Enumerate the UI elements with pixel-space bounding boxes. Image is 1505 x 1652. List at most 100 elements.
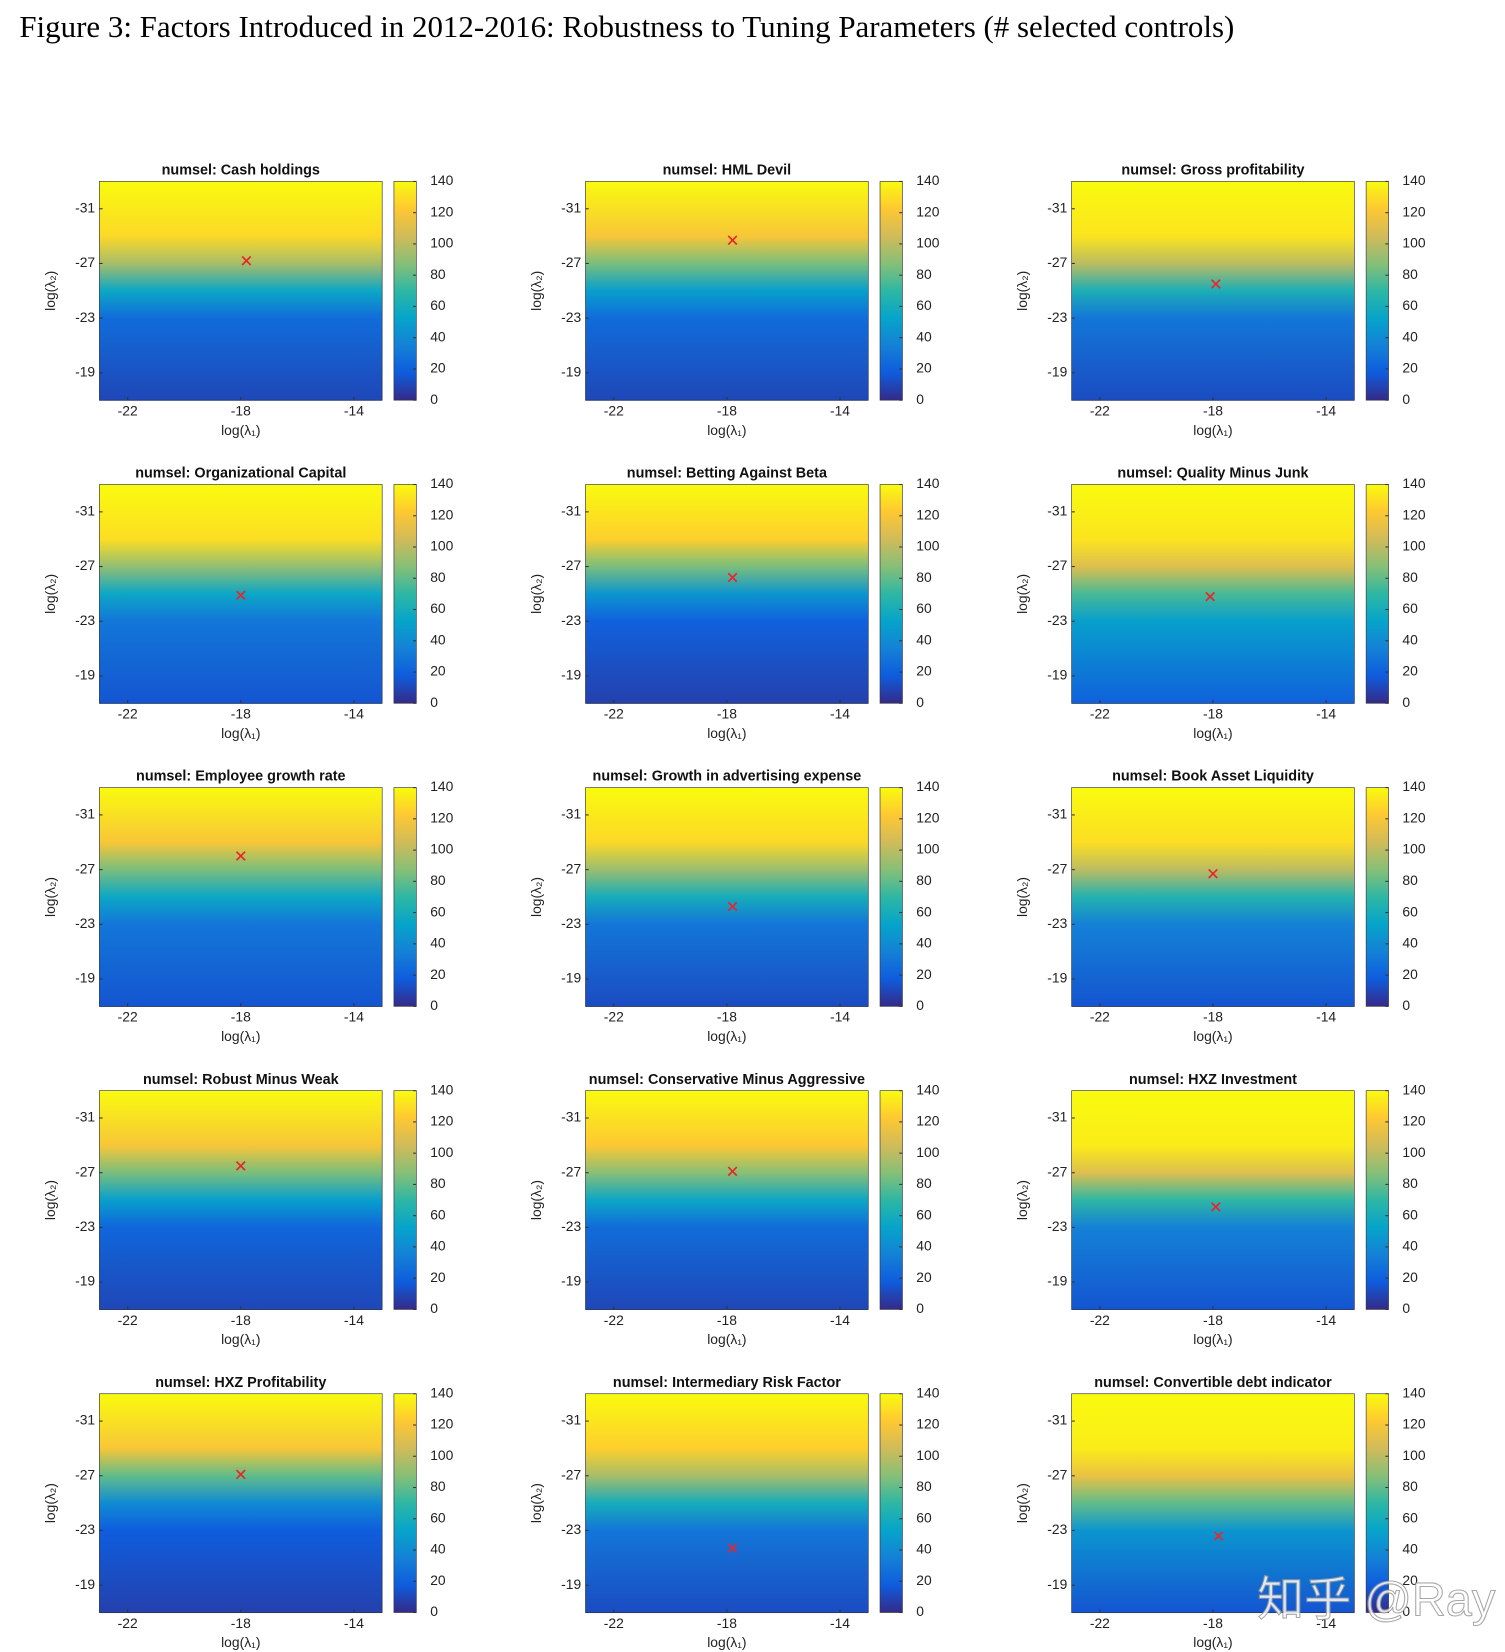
y-tick-label: -27 [1047,1466,1067,1482]
y-tick-label: -27 [561,557,581,573]
heatmap-band [1071,1475,1355,1504]
heatmap-band [99,1090,383,1146]
colorbar-tick-label: 80 [430,569,446,585]
heatmap-band [1071,236,1355,264]
heatmap-band [1071,181,1355,237]
heatmap-band [99,1530,383,1614]
heatmap-band [1071,593,1355,622]
colorbar-tick-label: 60 [1402,1509,1418,1525]
colorbar-tick-label: 80 [1402,872,1418,888]
panel: numsel: Gross profitability -22 -18 -14 -31 -… [1014,163,1426,438]
colorbar-tick-label: 0 [1402,997,1410,1013]
y-axis-label: log(λ₂) [528,877,544,917]
heatmap-band [585,1172,869,1201]
colorbar-tick-label: 0 [430,391,438,407]
panel-title: numsel: Robust Minus Weak [143,1072,340,1088]
panel: numsel: Cash holdings -22 -18 -14 -31 -27 -23 -… [42,163,454,438]
y-tick-label: -31 [75,806,95,822]
x-tick-label: -22 [1090,403,1110,419]
panel: numsel: HML Devil -22 -18 -14 -31 -27 -23 -19 lo… [528,163,940,438]
heatmap-band [99,621,383,704]
y-tick-label: -19 [1047,667,1067,683]
colorbar-tick-label: 100 [916,538,939,554]
y-axis-label: log(λ₂) [528,1483,544,1523]
x-axis-label: log(λ₁) [707,725,746,741]
colorbar [393,484,417,704]
y-tick-label: -23 [561,1521,581,1537]
colorbar-tick-label: 40 [916,1541,932,1557]
heatmap-band [99,539,383,568]
colorbar-tick-label: 60 [1402,600,1418,616]
best-marker [235,1160,246,1171]
best-marker [1208,868,1218,879]
best-marker [235,1469,246,1480]
y-tick-label: -31 [561,503,581,519]
colorbar-tick-label: 0 [430,694,438,710]
y-tick-label: -27 [561,254,581,270]
colorbar-tick-label: 140 [1402,172,1425,188]
x-tick-label: -14 [344,706,364,722]
heatmap-band [585,539,869,568]
best-marker [1205,591,1216,602]
colorbar-tick-label: 20 [916,360,932,376]
heatmap-band [585,1530,869,1614]
panel-title: numsel: Intermediary Risk Factor [613,1375,841,1391]
x-tick-label: -22 [118,403,138,419]
y-tick-label: -27 [75,1163,95,1179]
heatmap-band [1071,787,1355,843]
colorbar-tick-label: 0 [916,997,924,1013]
x-tick-label: -22 [604,1615,624,1631]
colorbar-tick-label: 20 [430,1269,446,1285]
colorbar-tick-label: 20 [430,663,446,679]
colorbar-tick-label: 120 [916,1416,939,1432]
heatmap-band [99,1393,383,1449]
y-axis-label: log(λ₂) [1014,271,1030,311]
colorbar-tick-label: 40 [916,1238,932,1254]
best-marker [727,1166,738,1177]
colorbar-tick-label: 120 [430,809,453,825]
watermark: 知乎 @Ray [1257,1572,1496,1625]
y-tick-label: -19 [75,364,95,380]
colorbar-tick-label: 20 [916,1572,932,1588]
colorbar-tick-label: 140 [1402,475,1425,491]
y-axis-label: log(λ₂) [1014,877,1030,917]
x-tick-label: -22 [1090,1009,1110,1025]
heatmap-band [99,181,383,237]
colorbar [1365,484,1389,704]
colorbar-tick-label: 120 [916,203,939,219]
heatmap-band [99,593,383,622]
y-tick-label: -19 [561,1273,581,1289]
y-tick-label: -19 [75,970,95,986]
x-tick-label: -22 [118,706,138,722]
best-marker [1210,1202,1221,1212]
heatmap-band [1071,1393,1355,1449]
heatmap-band [99,566,383,595]
colorbar-tick-label: 60 [916,903,932,919]
colorbar-tick-label: 20 [430,360,446,376]
y-tick-label: -23 [1047,309,1067,325]
x-tick-label: -14 [344,403,364,419]
panel: numsel: Intermediary Risk Factor -22 -18 -1… [528,1375,940,1650]
colorbar-tick-label: 120 [1402,1113,1425,1129]
heatmap-band [99,318,383,401]
colorbar-tick-label: 60 [430,1509,446,1525]
colorbar-tick-label: 80 [916,569,932,585]
colorbar-tick-label: 80 [1402,1175,1418,1191]
colorbar-tick-label: 120 [1402,506,1425,522]
colorbar [393,181,417,401]
y-tick-label: -27 [561,860,581,876]
colorbar-tick-label: 0 [1402,391,1410,407]
colorbar-tick-label: 40 [916,328,932,344]
heatmap-band [585,1200,869,1228]
x-tick-label: -18 [231,1312,251,1328]
y-tick-label: -31 [1047,806,1067,822]
x-axis-label: log(λ₁) [707,1634,746,1650]
panel: numsel: Quality Minus Junk -22 -18 -14 -31 -2… [1014,466,1426,741]
x-tick-label: -18 [231,1615,251,1631]
heatmap-band [99,1475,383,1504]
colorbar-tick-label: 140 [430,172,453,188]
colorbar-tick-label: 0 [916,694,924,710]
x-tick-label: -18 [1203,403,1223,419]
y-tick-label: -23 [1047,612,1067,628]
y-tick-label: -27 [75,1466,95,1482]
